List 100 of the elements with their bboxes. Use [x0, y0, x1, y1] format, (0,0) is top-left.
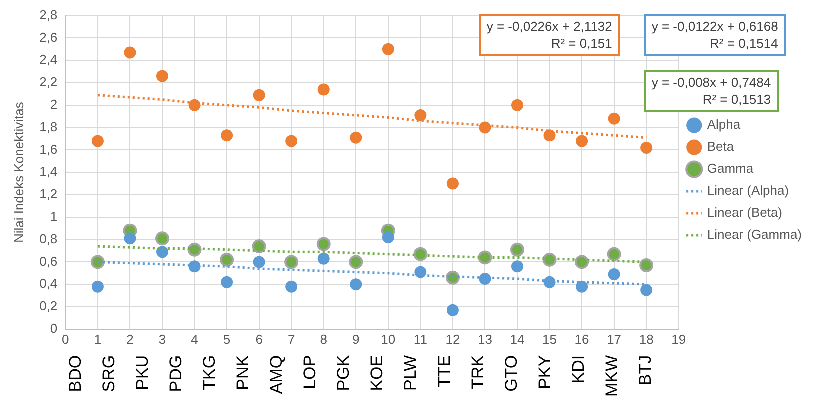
- y-tick-label: 2,4: [40, 52, 58, 68]
- point: [640, 258, 654, 273]
- point: [511, 260, 524, 273]
- y-tick-label: 0,8: [40, 231, 58, 246]
- point: [414, 247, 428, 262]
- text: PKY: [535, 355, 554, 390]
- text: BDO: [66, 355, 85, 392]
- text: MKW: [602, 355, 622, 397]
- point: [607, 247, 622, 262]
- text: TTE: [434, 355, 454, 388]
- legend-label: Gamma: [707, 161, 754, 176]
- point: [221, 276, 234, 288]
- x-tick-label: 11: [414, 332, 428, 347]
- x-tick-label: 14: [510, 332, 525, 347]
- point: [155, 232, 170, 246]
- point: [608, 112, 620, 125]
- x-tick-label: 7: [288, 332, 296, 347]
- x-tick-label: 0: [62, 332, 70, 347]
- point: [382, 43, 394, 56]
- x-tick-label: 16: [574, 332, 590, 347]
- annotation: y = -0,008x + 0,7484 R² = 0,1513: [644, 70, 780, 112]
- point: [478, 250, 492, 265]
- y-axis-title: Nilai Indeks Konektivitas: [11, 102, 26, 244]
- y-tick-label: 0,6: [40, 254, 58, 269]
- point: [350, 132, 362, 144]
- point: [349, 255, 364, 270]
- point: [188, 242, 202, 257]
- point: [542, 252, 557, 267]
- point: [92, 280, 104, 293]
- point: [253, 89, 266, 102]
- y-tick-label: 0: [50, 320, 58, 336]
- x-tick-label: 18: [639, 332, 654, 347]
- point: [156, 246, 168, 258]
- y-tick-label: 1,4: [40, 164, 58, 180]
- point: [446, 178, 459, 190]
- point: [640, 284, 653, 296]
- y-tick-label: 2: [50, 96, 58, 112]
- point: [382, 232, 394, 244]
- x-tick-label: 13: [478, 332, 492, 347]
- point: [576, 280, 588, 293]
- point: [316, 237, 331, 252]
- text: PDG: [166, 355, 186, 392]
- text: LOP: [300, 355, 320, 390]
- text: BTJ: [636, 355, 656, 386]
- point: [284, 255, 299, 270]
- point: [90, 255, 105, 270]
- point: [92, 135, 104, 148]
- x-tick-label: 1: [94, 332, 102, 347]
- y-tick-label: 2,6: [40, 30, 58, 45]
- point: [446, 304, 459, 316]
- point: [576, 135, 588, 148]
- legend-label: Linear (Gamma): [707, 227, 802, 242]
- y-tick-label: 2,2: [40, 74, 58, 90]
- point: [511, 99, 524, 112]
- y-tick-label: 0,2: [40, 298, 58, 314]
- x-tick-label: 5: [223, 332, 231, 347]
- text: PGK: [334, 354, 354, 392]
- x-tick-label: 12: [446, 332, 460, 347]
- point: [608, 268, 620, 281]
- x-tick-label: 10: [381, 332, 396, 347]
- text: KOE: [368, 355, 387, 392]
- point: [252, 240, 266, 254]
- text: AMQ: [267, 355, 286, 394]
- y-tick-label: 2,8: [40, 7, 58, 22]
- point: [640, 142, 653, 154]
- text: TRK: [468, 354, 488, 390]
- point: [414, 266, 427, 278]
- x-tick-label: 4: [191, 332, 198, 347]
- text: SRG: [99, 355, 118, 392]
- text: KDI: [568, 355, 588, 384]
- point: [188, 99, 201, 112]
- point: [414, 109, 427, 122]
- legend-label: Beta: [707, 139, 735, 154]
- point: [124, 232, 136, 245]
- x-tick-label: 6: [256, 332, 263, 347]
- point: [575, 255, 590, 270]
- y-tick-label: 1,8: [40, 119, 58, 134]
- text: GTO: [502, 355, 521, 392]
- point: [286, 280, 298, 293]
- legend-label: Linear (Beta): [707, 205, 783, 220]
- point: [221, 130, 234, 142]
- y-tick-label: 1,2: [40, 186, 58, 202]
- legend-label: Linear (Alpha): [707, 183, 790, 198]
- legend-label: Alpha: [707, 117, 742, 132]
- text: PKU: [132, 355, 152, 390]
- point: [350, 278, 362, 291]
- x-tick-label: 8: [320, 332, 328, 347]
- x-tick-label: 3: [158, 332, 166, 347]
- x-tick-label: 17: [607, 332, 622, 347]
- y-tick-label: 0,4: [40, 276, 58, 292]
- point: [479, 273, 492, 285]
- x-tick-label: 9: [352, 332, 360, 347]
- point: [318, 252, 330, 265]
- x-tick-label: 15: [542, 332, 558, 347]
- point: [318, 84, 330, 96]
- point: [544, 276, 556, 288]
- point: [220, 252, 234, 267]
- text: PNK: [234, 354, 253, 390]
- y-tick-label: 1: [50, 208, 58, 224]
- annotation: y = -0,0226x + 2,1132 R² = 0,151: [478, 14, 620, 56]
